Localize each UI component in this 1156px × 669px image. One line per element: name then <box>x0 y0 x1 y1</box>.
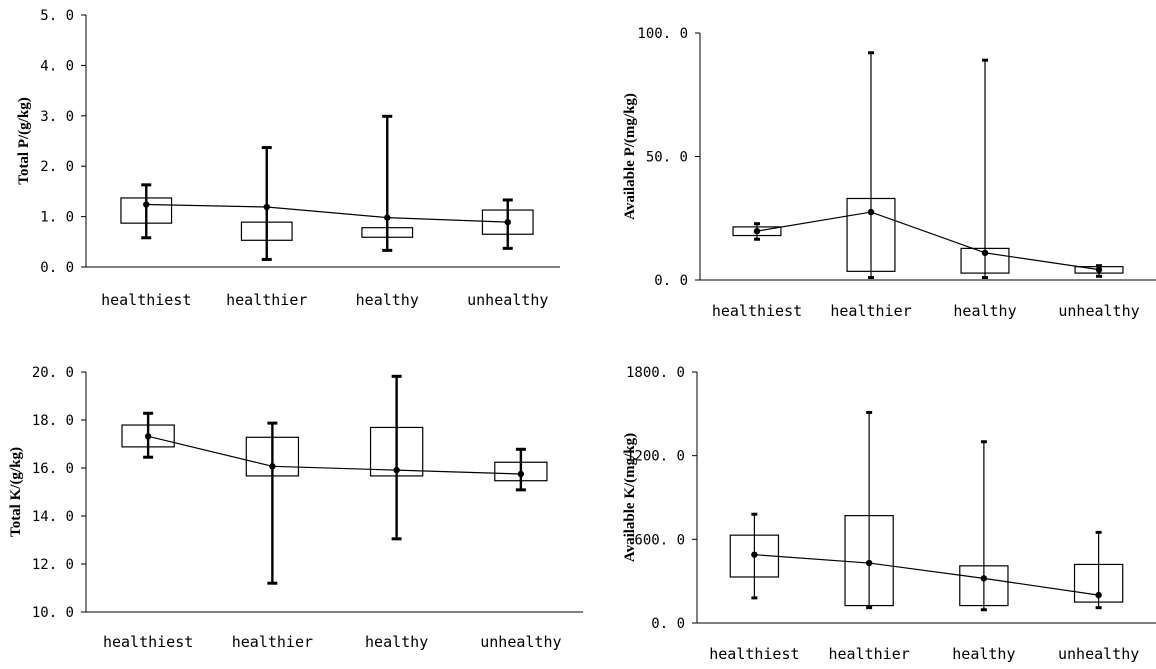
c3-mean-point <box>1095 591 1102 599</box>
chart-total-k-svg: 10. 0 12. 0 14. 0 16. 0 18. 0 20. 0 Total K/(g… <box>8 365 583 651</box>
c0-y-tick-label: 5. 0 <box>40 8 74 24</box>
c1-y-tick-label: 0. 0 <box>654 273 688 289</box>
c0-y-tick-label: 4. 0 <box>40 58 74 74</box>
c3-x-tick-label: healthiest <box>709 645 799 663</box>
c1-y-axis-title: Available P/(mg/kg) <box>622 93 638 220</box>
c1-mean-point <box>981 249 989 257</box>
chart-available-k: 0. 0 600. 0 1200. 0 1800. 0 Available K/(mg/… <box>590 340 1156 664</box>
c0-y-tick-label: 0. 0 <box>40 260 74 276</box>
c0-mean-point <box>504 218 511 226</box>
c2-y-tick-label: 20. 0 <box>32 365 74 381</box>
c1-x-tick-label: healthiest <box>712 302 802 320</box>
chart-available-k-svg: 0. 0 600. 0 1200. 0 1800. 0 Available K/(mg/… <box>622 365 1156 663</box>
c3-mean-point <box>865 559 873 567</box>
c3-mean-point <box>980 575 988 582</box>
chart-available-p-svg: 0. 0 50. 0 100. 0 Available P/(mg/kg) health… <box>622 26 1156 320</box>
c1-mean-point <box>1095 266 1103 273</box>
c2-y-tick-label: 14. 0 <box>32 509 74 525</box>
c2-y-axis-title: Total K/(g/kg) <box>8 447 24 537</box>
c3-y-tick-label: 1200. 0 <box>626 449 685 465</box>
c1-y-tick-label: 50. 0 <box>646 150 688 166</box>
c3-x-tick-label: healthy <box>952 645 1015 663</box>
c1-x-tick-label: unhealthy <box>1058 302 1139 320</box>
c0-mean-point <box>143 201 150 208</box>
c0-y-tick-label: 2. 0 <box>40 159 74 175</box>
c2-x-tick-label: unhealthy <box>480 633 561 651</box>
chart-total-p: 0. 0 1. 0 2. 0 3. 0 4. 0 5. 0 Total P/(g/kg) he… <box>0 0 568 320</box>
c0-x-tick-label: healthier <box>226 291 307 309</box>
c3-mean-point <box>751 551 758 558</box>
c0-mean-line <box>146 203 508 223</box>
c1-mean-point <box>867 208 875 216</box>
c2-y-tick-label: 16. 0 <box>32 461 74 477</box>
c0-y-axis-title: Total P/(g/kg) <box>16 97 32 184</box>
c0-x-tick-label: unhealthy <box>467 291 548 309</box>
c2-y-tick-label: 12. 0 <box>32 557 74 573</box>
c1-mean-line <box>756 211 1100 271</box>
c1-y-tick-label: 100. 0 <box>637 26 688 42</box>
chart-available-p: 0. 0 50. 0 100. 0 Available P/(mg/kg) health… <box>590 0 1156 330</box>
c3-y-tick-label: 600. 0 <box>634 532 685 548</box>
c1-mean-point <box>753 227 761 235</box>
c3-mean-line <box>754 554 1099 596</box>
c1-x-tick-label: healthier <box>830 302 911 320</box>
c0-x-tick-label: healthiest <box>101 291 191 309</box>
c2-y-tick-label: 18. 0 <box>32 413 74 429</box>
c2-y-tick-label: 10. 0 <box>32 605 74 621</box>
c3-y-tick-label: 0. 0 <box>651 616 685 632</box>
c2-mean-line <box>147 435 521 475</box>
chart-total-p-svg: 0. 0 1. 0 2. 0 3. 0 4. 0 5. 0 Total P/(g/kg) he… <box>16 8 568 309</box>
c3-y-axis-title: Available K/(mg/kg) <box>622 433 638 562</box>
chart-total-k: 10. 0 12. 0 14. 0 16. 0 18. 0 20. 0 Total K/(g… <box>0 340 590 664</box>
c2-mean-point <box>517 470 525 478</box>
c2-x-tick-label: healthier <box>232 633 313 651</box>
c0-mean-point <box>384 214 391 221</box>
c2-mean-point <box>269 463 276 470</box>
c2-mean-point <box>393 466 400 474</box>
c2-mean-point <box>144 433 152 440</box>
c0-x-tick-label: healthy <box>356 291 419 309</box>
c3-y-tick-label: 1800. 0 <box>626 365 685 381</box>
c3-x-tick-label: unhealthy <box>1058 645 1139 663</box>
c1-x-tick-label: healthy <box>953 302 1016 320</box>
c0-mean-point <box>263 203 270 211</box>
c2-x-tick-label: healthy <box>365 633 428 651</box>
c0-y-tick-label: 1. 0 <box>40 210 74 226</box>
c3-x-tick-label: healthier <box>828 645 909 663</box>
c2-x-tick-label: healthiest <box>103 633 193 651</box>
c0-y-tick-label: 3. 0 <box>40 109 74 125</box>
